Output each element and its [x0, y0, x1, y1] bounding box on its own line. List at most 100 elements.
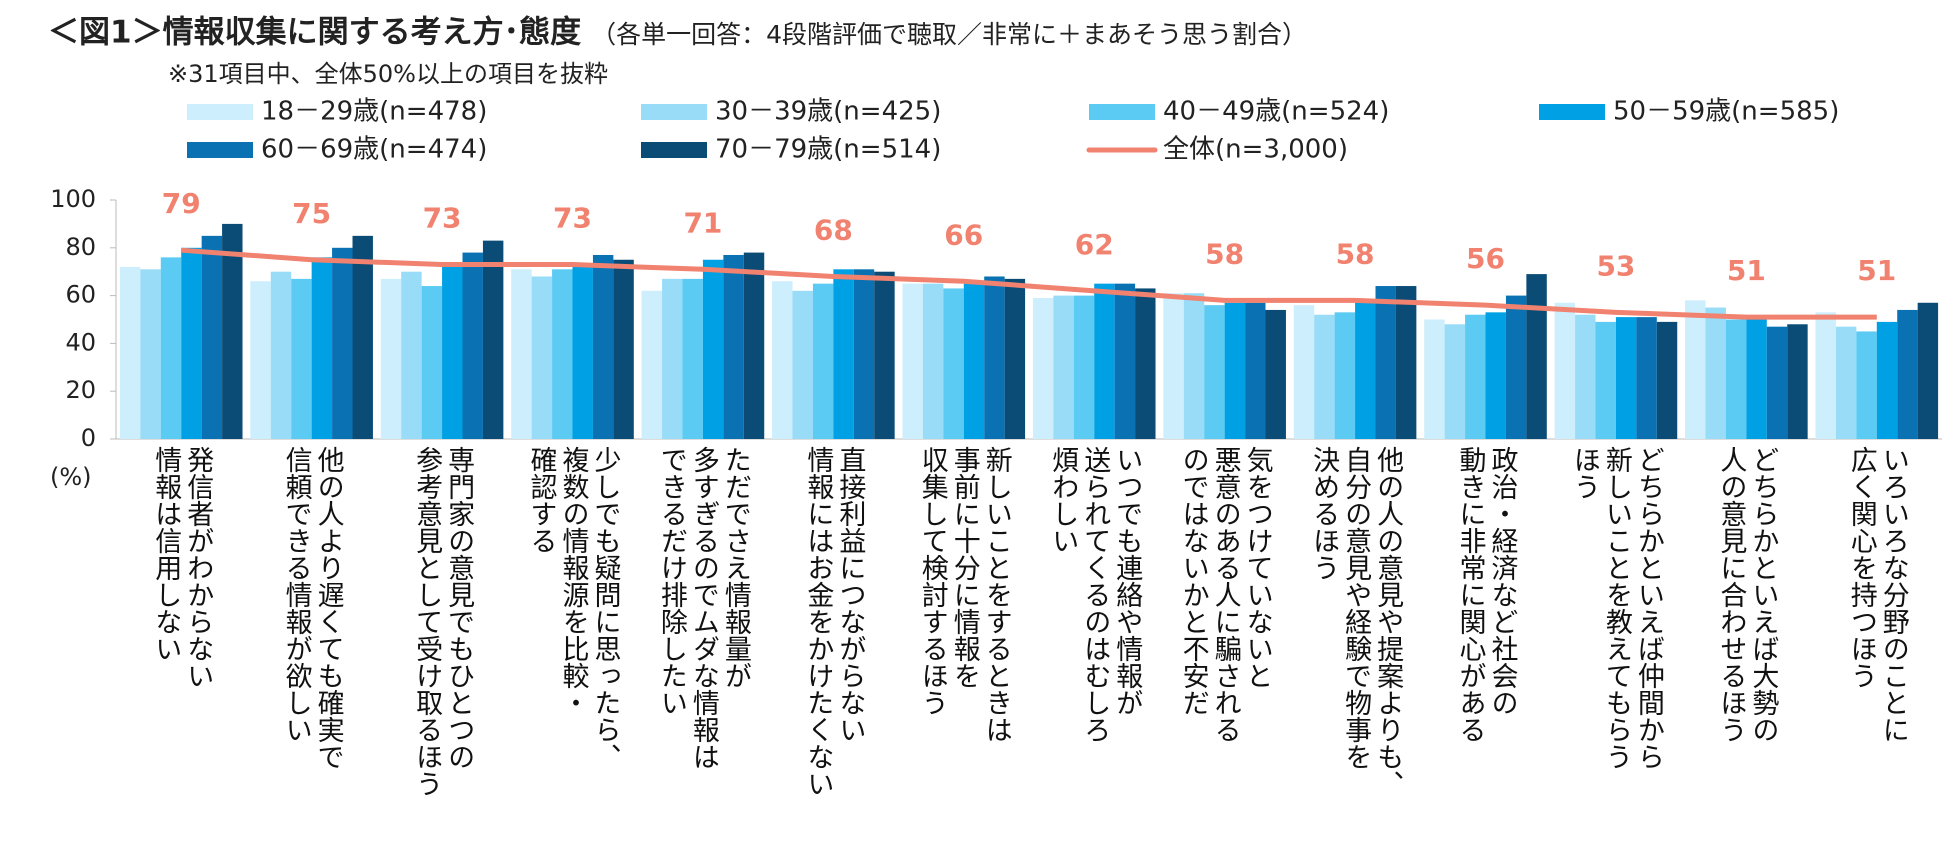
bar: [1355, 302, 1376, 439]
bar: [641, 290, 663, 439]
bar: [943, 288, 964, 439]
bar: [552, 269, 573, 439]
legend-label: 全体(n=3,000): [1163, 135, 1348, 165]
bar: [592, 254, 614, 439]
bar: [421, 286, 443, 439]
bar: [291, 278, 312, 439]
data-label: 62: [1075, 228, 1114, 261]
bar: [792, 290, 813, 439]
legend-swatch: [1539, 104, 1605, 120]
legend-swatch: [641, 104, 707, 120]
bar: [1615, 317, 1637, 439]
bar: [1293, 305, 1315, 439]
bar: [119, 266, 141, 439]
data-label: 73: [553, 202, 592, 235]
bar: [1636, 317, 1657, 439]
y-tick-label: 20: [65, 376, 96, 404]
bar: [1032, 297, 1054, 439]
bar: [662, 278, 683, 439]
x-tick-label: 新しいことをするときは 事前に十分に情報を 収集して検討するほう: [916, 446, 1012, 743]
bar: [682, 278, 703, 439]
chart-title: ＜図1＞情報収集に関する考え方･態度: [48, 15, 581, 51]
bar: [1163, 293, 1184, 439]
bar: [833, 269, 854, 439]
data-label: 51: [1857, 254, 1896, 287]
legend-swatch: [641, 142, 707, 158]
x-tick-label: どちらかといえば仲間から 新しいことを教えてもらう ほう: [1568, 446, 1664, 770]
legend-label: 60－69歳(n=474): [261, 135, 487, 165]
bar: [1204, 305, 1225, 439]
y-tick-label: 100: [50, 185, 96, 213]
bar: [332, 247, 353, 439]
legend-swatch: [1089, 104, 1155, 120]
bar: [1917, 302, 1939, 439]
bar: [482, 240, 504, 439]
bar: [201, 235, 223, 439]
bar: [1815, 312, 1836, 439]
bar: [772, 281, 793, 439]
y-tick-label: 60: [65, 281, 96, 309]
bar: [1595, 321, 1616, 439]
bar: [1876, 321, 1898, 439]
bar: [1245, 302, 1266, 439]
bar: [1787, 324, 1808, 439]
x-tick-label: 専門家の意見でもひとつの 参考意見として受け取るほう: [411, 446, 475, 797]
x-tick-label: ただでさえ情報量が 多すぎるのでムダな情報は できるだけ排除したい: [655, 446, 751, 770]
x-tick-label: 政治・経済など社会の 動きに非常に関心がある: [1454, 446, 1518, 743]
legend-swatch: [187, 142, 253, 158]
bar: [1053, 295, 1074, 439]
bar: [380, 278, 402, 439]
legend-label: 18－29歳(n=478): [261, 97, 487, 127]
bar: [1685, 300, 1706, 439]
bar: [1554, 302, 1576, 439]
bar: [572, 266, 593, 439]
bar: [1575, 314, 1596, 439]
x-tick-label: 他の人の意見や提案よりも、 自分の意見や経験で物事を 決めるほう: [1308, 446, 1404, 797]
bar: [462, 252, 483, 439]
bar: [140, 269, 161, 439]
data-label: 58: [1205, 237, 1244, 270]
data-label: 66: [944, 218, 983, 251]
data-label: 51: [1727, 254, 1766, 287]
bar: [1705, 307, 1726, 439]
y-tick-label: 0: [81, 424, 96, 452]
bar: [1265, 309, 1286, 439]
bar: [1835, 326, 1857, 439]
bar: [1395, 286, 1417, 439]
bar: [874, 271, 895, 439]
bar: [250, 281, 271, 439]
bar: [222, 223, 243, 439]
bar: [531, 276, 553, 439]
line: [181, 247, 1877, 320]
y-tick-label: 40: [65, 328, 96, 356]
bar: [1314, 314, 1335, 439]
y-unit: (%): [50, 463, 92, 491]
bar: [311, 257, 333, 439]
data-label: 53: [1596, 249, 1635, 282]
data-label: 68: [814, 213, 853, 246]
bar: [902, 283, 923, 439]
bar: [984, 276, 1005, 439]
bar: [1656, 321, 1678, 439]
bar: [963, 283, 985, 439]
bar: [1856, 331, 1877, 439]
data-label: 79: [162, 187, 201, 220]
bar: [922, 283, 944, 439]
bar: [1334, 312, 1356, 439]
bar: [1444, 324, 1466, 439]
bar: [1094, 283, 1115, 439]
chart-subtitle: （各単一回答：4段階評価で聴取／非常に＋まあそう思う割合）: [591, 20, 1307, 49]
bar: [1526, 274, 1547, 439]
bar: [743, 252, 765, 439]
bar: [1897, 309, 1918, 439]
bar: [1004, 278, 1026, 439]
bar: [511, 269, 532, 439]
bar: [1485, 312, 1506, 439]
bar: [1766, 326, 1788, 439]
bar: [1183, 293, 1205, 439]
bar: [1073, 295, 1095, 439]
bar: [613, 259, 634, 439]
bar: [160, 257, 182, 439]
bar: [270, 271, 292, 439]
